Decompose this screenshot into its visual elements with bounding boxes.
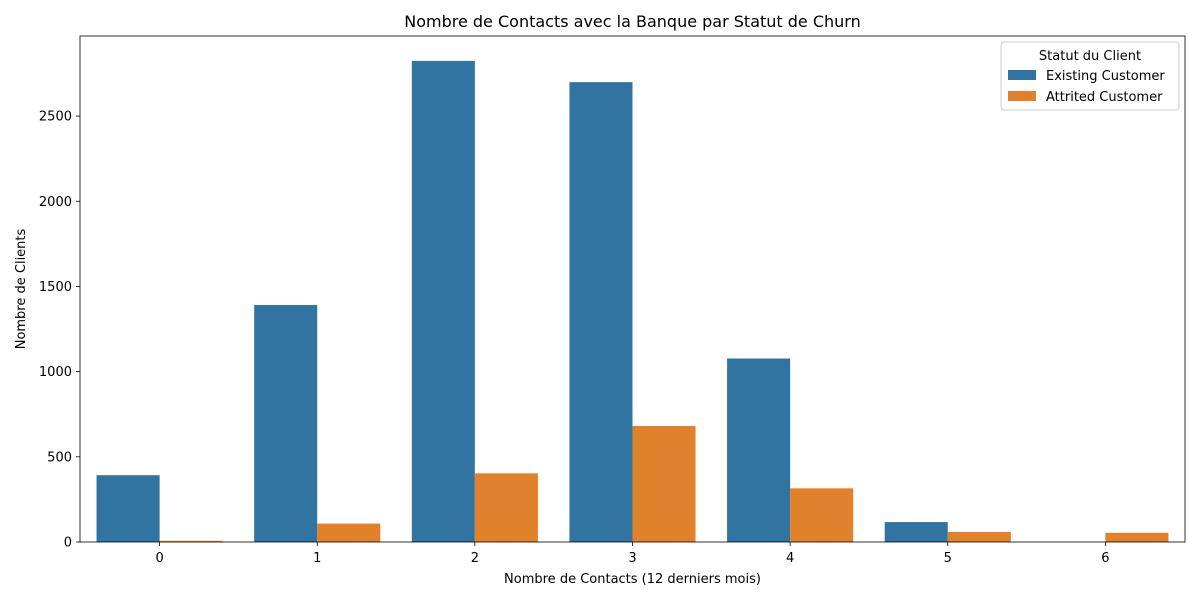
bar-existing-customer-4 [727,358,791,542]
x-axis-ticks: 0 1 2 3 4 5 6 [155,542,1110,566]
bars-layer [96,60,1169,543]
bar-attrited-customer-3 [632,425,696,542]
y-tick-label: 1000 [39,365,72,380]
bar-attrited-customer-2 [474,473,538,542]
legend-title: Statut du Client [1039,49,1141,64]
bar-attrited-customer-6 [1105,532,1169,542]
bar-attrited-customer-4 [790,488,854,542]
y-axis-ticks: 0 500 1000 1500 2000 2500 [39,110,80,551]
plot-area-frame [79,35,1186,543]
y-tick-label: 1500 [39,280,72,295]
x-tick-label: 0 [155,551,163,566]
bar-existing-customer-0 [96,475,160,542]
bar-existing-customer-1 [254,305,318,542]
x-tick-label: 6 [1101,551,1109,566]
legend: Statut du Client Existing Customer Attri… [1000,41,1180,111]
bar-existing-customer-3 [569,82,633,543]
bar-attrited-customer-0 [159,540,223,542]
y-tick-label: 0 [64,536,72,551]
legend-label-attrited-customer: Attrited Customer [1046,90,1163,105]
y-tick-label: 2000 [39,195,72,210]
legend-swatch-attrited-customer [1008,91,1036,101]
x-tick-label: 5 [944,551,952,566]
y-axis-label: Nombre de Clients [14,228,29,349]
bar-attrited-customer-5 [947,531,1011,542]
y-tick-label: 2500 [39,110,72,125]
x-tick-label: 2 [471,551,479,566]
legend-label-existing-customer: Existing Customer [1046,69,1165,84]
y-tick-label: 500 [47,450,72,465]
bar-existing-customer-2 [411,60,475,543]
chart-title: Nombre de Contacts avec la Banque par St… [404,12,861,31]
x-tick-label: 3 [628,551,636,566]
x-tick-label: 4 [786,551,794,566]
bar-existing-customer-5 [884,522,948,542]
bar-attrited-customer-1 [317,523,381,542]
x-tick-label: 1 [313,551,321,566]
x-axis-label: Nombre de Contacts (12 derniers mois) [504,572,761,587]
legend-frame [1000,41,1180,111]
legend-swatch-existing-customer [1008,70,1036,80]
